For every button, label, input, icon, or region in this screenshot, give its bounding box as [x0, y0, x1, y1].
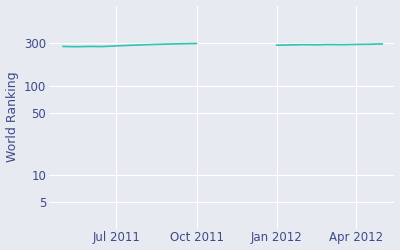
Y-axis label: World Ranking: World Ranking	[6, 72, 18, 162]
